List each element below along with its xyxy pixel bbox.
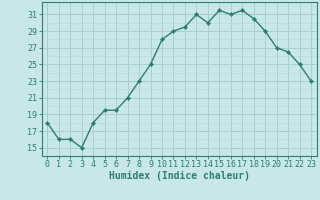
- X-axis label: Humidex (Indice chaleur): Humidex (Indice chaleur): [109, 171, 250, 181]
